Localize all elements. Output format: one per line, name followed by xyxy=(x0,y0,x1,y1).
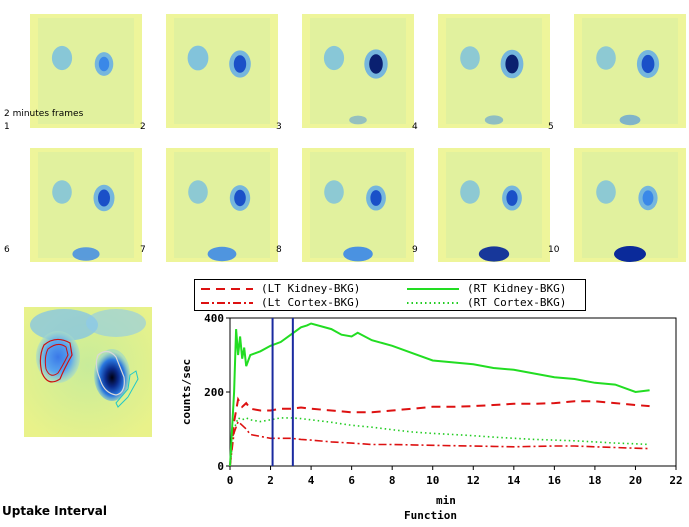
y-tick-label-2: 400 xyxy=(204,312,224,325)
frame-label-2: 2 xyxy=(140,122,146,132)
frame-label-6: 6 xyxy=(4,245,10,255)
x-tick-label-4: 8 xyxy=(389,474,396,487)
frame-image-1 xyxy=(30,14,142,128)
legend-label-rt-cortex: (RT Cortex-BKG) xyxy=(467,296,567,309)
frame-label-7: 7 xyxy=(140,245,146,255)
x-tick-label-8: 16 xyxy=(548,474,562,487)
frame-svg xyxy=(166,14,278,128)
x-tick-label-6: 12 xyxy=(467,474,480,487)
frame-label-5: 5 xyxy=(548,122,554,132)
x-tick-label-1: 2 xyxy=(267,474,274,487)
y-tick-label-1: 200 xyxy=(204,386,224,399)
legend-swatch-lt-kidney xyxy=(201,288,253,290)
frame-svg xyxy=(438,14,550,128)
series-line-1 xyxy=(229,420,650,467)
chart-subtitle: Function xyxy=(404,509,457,522)
frame-image-8 xyxy=(302,148,414,262)
legend-swatch-rt-kidney xyxy=(407,288,459,290)
frame-svg xyxy=(302,148,414,262)
x-tick-label-5: 10 xyxy=(426,474,439,487)
plot-frame xyxy=(229,317,677,467)
frame-svg xyxy=(574,148,686,262)
frame-label-1: 1 xyxy=(4,122,10,132)
x-tick-label-7: 14 xyxy=(507,474,521,487)
y-tick-label-0: 0 xyxy=(217,460,224,473)
frame-label-10: 10 xyxy=(548,245,560,255)
chart-legend: (LT Kidney-BKG) (Lt Cortex-BKG) (RT Kidn… xyxy=(194,279,586,311)
roi-image-svg xyxy=(24,307,152,437)
frames-caption: 2 minutes frames xyxy=(4,109,84,119)
x-tick-label-10: 20 xyxy=(629,474,642,487)
x-tick-label-2: 4 xyxy=(308,474,315,487)
frame-svg xyxy=(438,148,550,262)
frame-image-7 xyxy=(166,148,278,262)
y-axis-label: counts/sec xyxy=(180,359,193,425)
x-tick-label-0: 0 xyxy=(227,474,234,487)
frame-image-5 xyxy=(574,14,686,128)
renogram-chart: 0 2 4 6 8 10 12 14 16 18 20 22 0 200 400 counts/sec xyxy=(180,312,683,487)
roi-image xyxy=(24,307,152,437)
frame-svg xyxy=(166,148,278,262)
frame-label-9: 9 xyxy=(412,245,418,255)
frame-svg xyxy=(30,14,142,128)
frame-image-3 xyxy=(302,14,414,128)
frame-image-2 xyxy=(166,14,278,128)
legend-swatch-lt-cortex xyxy=(201,302,253,304)
x-tick-label-9: 18 xyxy=(588,474,601,487)
uptake-interval-label: Uptake Interval xyxy=(2,504,107,518)
frame-label-8: 8 xyxy=(276,245,282,255)
legend-label-lt-cortex: (Lt Cortex-BKG) xyxy=(261,296,361,309)
frame-image-4 xyxy=(438,14,550,128)
series-line-0 xyxy=(229,396,650,467)
x-tick-label-11: 22 xyxy=(669,474,682,487)
frame-image-10 xyxy=(574,148,686,262)
series-line-3 xyxy=(229,416,650,467)
frame-image-9 xyxy=(438,148,550,262)
frame-svg xyxy=(574,14,686,128)
frame-label-4: 4 xyxy=(412,122,418,132)
series-line-2 xyxy=(229,322,650,467)
legend-swatch-rt-cortex xyxy=(407,302,459,304)
legend-label-rt-kidney: (RT Kidney-BKG) xyxy=(467,282,567,295)
frame-image-6 xyxy=(30,148,142,262)
legend-label-lt-kidney: (LT Kidney-BKG) xyxy=(261,282,361,295)
x-tick-label-3: 6 xyxy=(348,474,355,487)
frame-svg xyxy=(302,14,414,128)
x-axis-label: min xyxy=(436,494,456,507)
frame-label-3: 3 xyxy=(276,122,282,132)
frame-svg xyxy=(30,148,142,262)
